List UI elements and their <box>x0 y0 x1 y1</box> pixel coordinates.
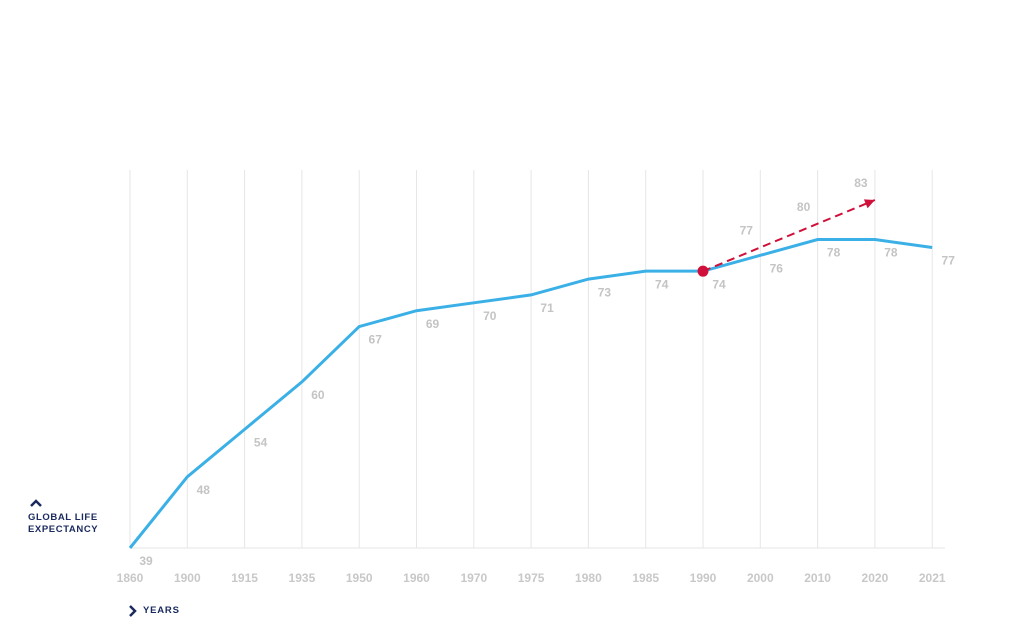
x-axis-label: YEARS <box>143 605 180 616</box>
data-label: 77 <box>942 254 956 268</box>
data-label: 78 <box>827 246 841 260</box>
x-tick-label: 1975 <box>518 571 545 585</box>
y-chevron <box>30 499 42 507</box>
x-tick-label: 1980 <box>575 571 602 585</box>
data-label: 69 <box>426 317 440 331</box>
projection-line <box>702 199 876 273</box>
projection-start <box>697 265 709 277</box>
data-label: 74 <box>655 277 669 291</box>
x-tick-label: 1990 <box>690 571 717 585</box>
data-label: 60 <box>311 388 325 402</box>
x-tick-label: 2010 <box>804 571 831 585</box>
data-label: 73 <box>598 285 612 299</box>
data-label: 48 <box>197 483 211 497</box>
data-label: 74 <box>712 277 726 291</box>
x-tick-label: 2020 <box>862 571 889 585</box>
data-label: 67 <box>369 333 383 347</box>
data-label: 78 <box>884 246 898 260</box>
data-line <box>128 238 933 549</box>
x-chevron <box>129 605 137 617</box>
data-label: 39 <box>139 554 153 568</box>
x-tick-label: 1960 <box>403 571 430 585</box>
data-label: 76 <box>770 262 784 276</box>
data-label: 70 <box>483 309 497 323</box>
data-label: 77 <box>740 224 754 238</box>
y-axis-label: GLOBAL LIFE EXPECTANCY <box>28 512 99 535</box>
data-label: 71 <box>540 301 554 315</box>
x-tick-label: 2021 <box>919 571 946 585</box>
x-tick-label: 1950 <box>346 571 373 585</box>
x-tick-label: 1900 <box>174 571 201 585</box>
x-tick-label: 1970 <box>460 571 487 585</box>
arrow-head <box>863 199 875 209</box>
data-label: 54 <box>254 436 268 450</box>
x-tick-label: 1915 <box>231 571 258 585</box>
x-tick-label: 2000 <box>747 571 774 585</box>
x-tick-label: 1935 <box>289 571 316 585</box>
x-tick-label: 1860 <box>117 571 144 585</box>
data-label: 80 <box>797 200 811 214</box>
data-label: 83 <box>854 176 868 190</box>
x-tick-label: 1985 <box>632 571 659 585</box>
